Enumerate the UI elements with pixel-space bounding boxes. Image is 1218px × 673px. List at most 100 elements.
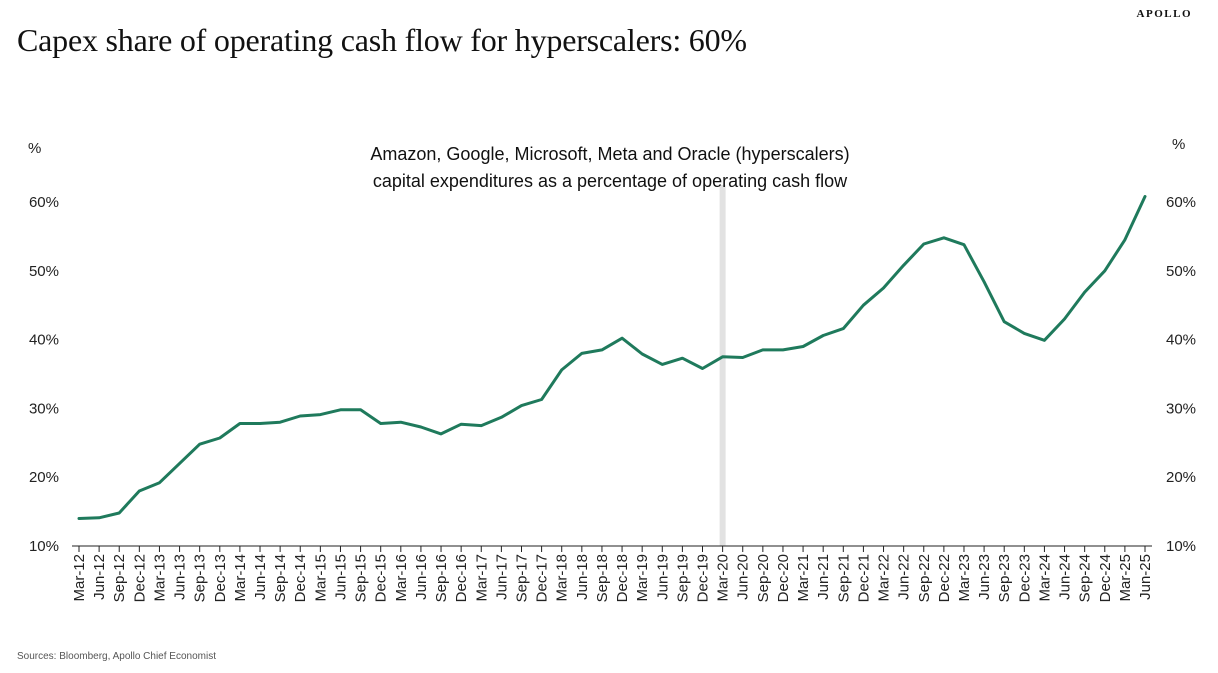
x-tick-label: Sep-24 [1077,554,1094,602]
x-tick-label: Sep-18 [594,554,611,602]
x-tick-label: Jun-16 [413,554,430,600]
x-tick-label: Mar-25 [1117,554,1134,602]
y-tick-label-right: 50% [1166,263,1196,280]
data-point [480,424,483,427]
x-tick-label: Mar-20 [715,554,732,602]
data-point [178,462,181,465]
y-axis-unit-right: % [1172,136,1185,153]
x-tick-label: Mar-16 [393,554,410,602]
data-point [97,516,101,519]
data-point [801,345,805,348]
data-point [821,334,825,337]
x-tick-label: Dec-13 [212,554,229,602]
data-point [580,352,584,355]
x-tick-label: Mar-12 [71,554,88,602]
y-tick-label-left: 10% [29,538,59,555]
x-tick-label: Dec-22 [936,554,953,602]
x-tick-label: Dec-21 [855,554,872,602]
y-tick-label-left: 50% [29,263,59,280]
x-tick-label: Jun-15 [332,554,349,600]
data-point [218,436,221,440]
data-point [620,337,624,340]
data-point [721,355,724,358]
data-point [761,348,765,352]
x-tick-label: Jun-24 [1057,554,1074,600]
data-point [862,304,865,307]
data-point [238,422,242,425]
x-tick-label: Mar-22 [876,554,893,602]
x-tick-label: Mar-14 [232,554,249,602]
x-tick-label: Sep-14 [272,554,289,602]
data-point [781,348,785,352]
data-point [1083,290,1086,294]
x-tick-label: Dec-17 [534,554,551,602]
data-point [520,404,523,407]
data-point [902,264,905,267]
x-tick-label: Jun-13 [172,554,189,600]
x-tick-label: Jun-23 [976,554,993,600]
y-tick-label-left: 40% [29,332,59,349]
data-point [299,414,302,418]
x-tick-label: Jun-20 [735,554,752,600]
x-tick-label: Sep-16 [433,554,450,602]
x-axis: Mar-12 Jun-12 Sep-12 Dec-12 Mar-13 Jun-13 Sep-… [71,546,1154,602]
series-line [77,195,1147,520]
data-point [1103,269,1106,272]
chart-annotation: Amazon, Google, Microsoft, Meta and Orac… [370,144,849,191]
x-tick-label: Jun-25 [1137,554,1154,600]
data-point [1043,339,1046,342]
data-point [661,363,664,366]
x-tick-label: Mar-13 [151,554,168,602]
apollo-logo: APOLLO [1136,8,1192,20]
data-point [540,398,543,401]
y-tick-label-right: 60% [1166,194,1196,211]
data-point [379,422,382,425]
data-point [741,356,744,359]
x-tick-label: Jun-14 [252,554,269,600]
x-tick-label: Jun-22 [896,554,913,600]
x-tick-label: Sep-21 [835,554,852,602]
x-tick-label: Sep-22 [916,554,933,602]
data-point [198,442,201,446]
x-tick-label: Dec-16 [453,554,470,602]
data-point [439,432,443,436]
x-tick-label: Dec-14 [292,554,309,602]
data-point [459,423,463,426]
x-tick-label: Mar-24 [1036,554,1053,602]
data-point [1063,317,1066,321]
data-point [339,408,342,411]
x-tick-label: Jun-19 [654,554,671,600]
x-tick-label: Dec-18 [614,554,631,602]
data-point [600,348,604,352]
y-axis-right: 10% 20% 30% 40% 50% 60% [1166,194,1196,555]
data-point [681,356,684,360]
highlight-band [719,185,726,546]
data-point [359,408,362,411]
x-tick-label: Sep-19 [674,554,691,602]
data-point [118,511,121,515]
data-point [1003,320,1006,323]
x-tick-label: Dec-15 [373,554,390,602]
x-tick-label: Sep-20 [755,554,772,602]
data-point [77,517,81,520]
x-tick-label: Mar-15 [312,554,329,602]
x-tick-label: Sep-17 [513,554,530,602]
source-note: Sources: Bloomberg, Apollo Chief Economi… [17,651,216,662]
x-tick-label: Mar-21 [795,554,812,602]
y-axis-unit-left: % [28,140,41,157]
data-point [1123,238,1127,242]
y-axis-left: 10% 20% 30% 40% 50% 60% [29,194,59,555]
data-point [701,367,704,370]
x-tick-label: Mar-19 [634,554,651,602]
x-tick-label: Jun-12 [91,554,108,600]
data-point [942,236,946,239]
annotation-line-1: Amazon, Google, Microsoft, Meta and Orac… [370,144,849,164]
data-point [138,489,141,493]
x-tick-label: Mar-18 [554,554,571,602]
data-point [158,481,161,484]
x-tick-label: Jun-21 [815,554,832,600]
x-tick-label: Sep-13 [192,554,209,602]
data-point [399,420,403,424]
x-tick-label: Dec-12 [131,554,148,602]
